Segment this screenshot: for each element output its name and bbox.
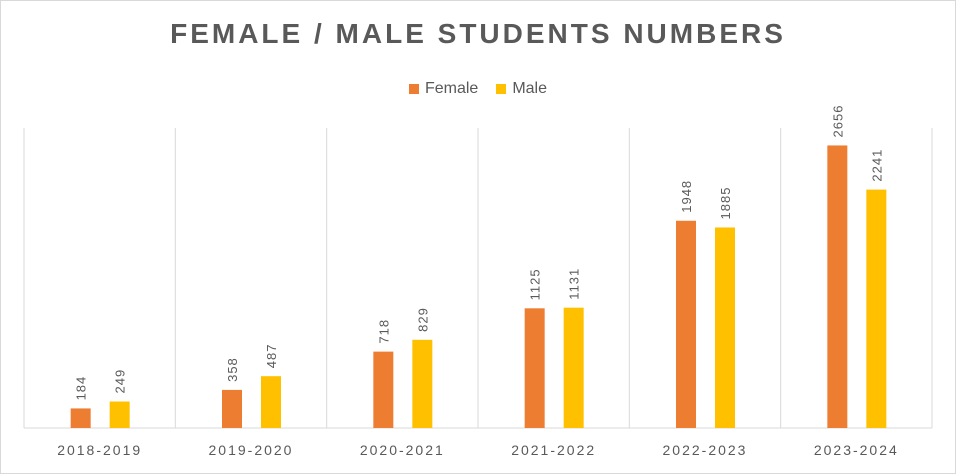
data-label-female-2019-2020: 358 [225, 357, 240, 382]
legend-swatch-female [408, 84, 419, 94]
data-label-male-2022-2023: 1885 [718, 187, 733, 220]
bar-male-2021-2022 [563, 307, 584, 428]
x-tick-label-2020-2021: 2020-2021 [360, 442, 445, 458]
data-label-male-2018-2019: 249 [113, 369, 128, 394]
data-label-male-2019-2020: 487 [264, 343, 279, 368]
bar-female-2023-2024 [827, 145, 848, 428]
legend-label-male: Male [512, 80, 548, 97]
data-label-male-2021-2022: 1131 [567, 268, 582, 300]
bar-female-2018-2019 [70, 408, 91, 428]
legend-item-female: Female [408, 80, 479, 98]
x-tick-label-2023-2024: 2023-2024 [814, 442, 899, 458]
bar-male-2023-2024 [866, 189, 887, 428]
data-label-male-2023-2024: 2241 [869, 149, 884, 182]
bar-male-2019-2020 [261, 376, 281, 428]
legend-swatch-male [496, 84, 507, 94]
data-label-female-2022-2023: 1948 [679, 180, 694, 213]
data-label-male-2020-2021: 829 [415, 307, 430, 332]
data-label-female-2020-2021: 718 [376, 319, 391, 344]
x-tick-label-2021-2022: 2021-2022 [511, 442, 596, 458]
legend-item-male: Male [496, 80, 547, 98]
bar-female-2020-2021 [373, 351, 394, 428]
bar-female-2021-2022 [524, 308, 545, 428]
chart-title: FEMALE / MALE STUDENTS NUMBERS [170, 18, 786, 49]
data-label-female-2021-2022: 1125 [528, 268, 543, 300]
x-tick-label-2022-2023: 2022-2023 [663, 442, 748, 458]
data-label-female-2018-2019: 184 [74, 376, 89, 401]
x-tick-label-2018-2019: 2018-2019 [57, 442, 142, 458]
bar-male-2018-2019 [109, 401, 130, 428]
chart-legend: Female Male [0, 80, 956, 98]
x-tick-label-2019-2020: 2019-2020 [209, 442, 294, 458]
bar-female-2022-2023 [676, 220, 696, 428]
data-label-female-2023-2024: 2656 [830, 105, 845, 138]
bar-female-2019-2020 [222, 389, 242, 428]
legend-label-female: Female [424, 80, 479, 97]
bar-male-2020-2021 [412, 339, 433, 428]
bar-male-2022-2023 [715, 227, 735, 428]
